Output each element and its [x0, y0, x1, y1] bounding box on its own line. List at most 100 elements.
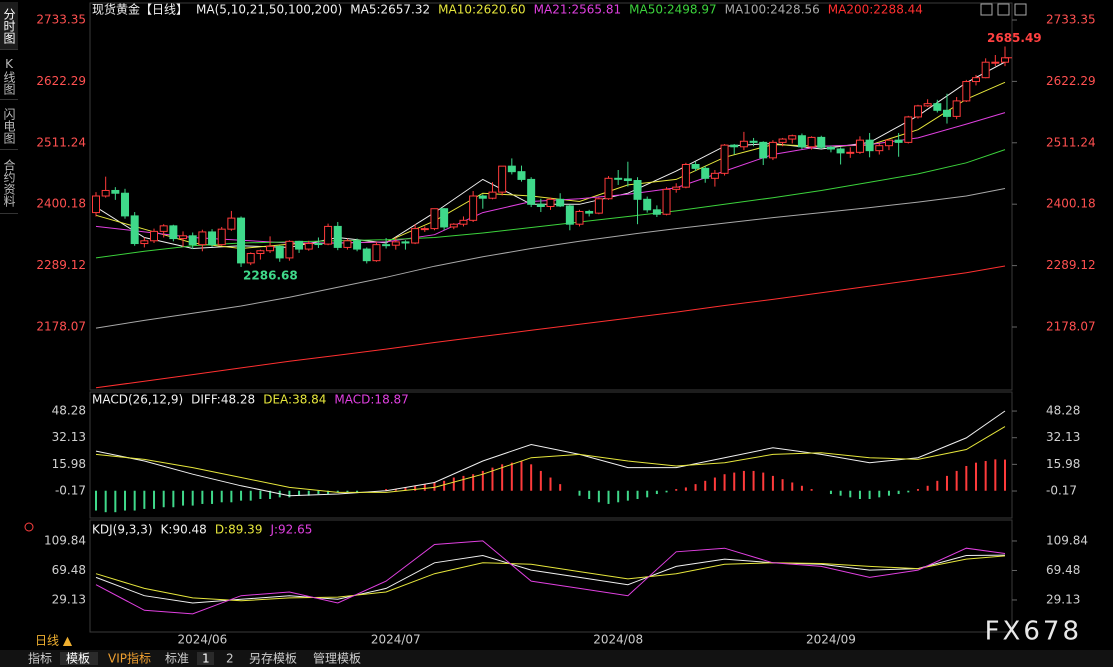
footer-tab[interactable]: 指标	[28, 651, 52, 666]
toolbar-icons[interactable]	[980, 3, 1027, 16]
candle-body	[546, 198, 555, 208]
candle-body	[710, 172, 719, 179]
macd-bar	[945, 475, 948, 491]
footer-tab[interactable]: 标准	[165, 652, 189, 666]
candle-body	[662, 188, 671, 215]
macd-bar	[143, 490, 146, 509]
period-label[interactable]: 日线 ▲	[35, 634, 73, 648]
macd-bar	[916, 489, 919, 491]
macd-bar	[501, 464, 504, 491]
candle-body	[933, 103, 942, 111]
macd-bar	[298, 490, 301, 496]
macd-bar	[104, 490, 107, 513]
footer-tab[interactable]: VIP指标	[108, 651, 151, 666]
candle-body	[826, 146, 835, 150]
candle-body	[159, 225, 168, 232]
candle-body	[788, 135, 797, 140]
legend-item: DEA:38.84	[263, 393, 326, 407]
macd-bar	[771, 475, 774, 491]
macd-bar	[810, 489, 813, 491]
macd-bar	[559, 484, 562, 491]
candle-body	[430, 208, 439, 230]
macd-bar	[723, 474, 726, 491]
candle-body	[488, 191, 497, 199]
legend-item: MA10:2620.60	[438, 3, 526, 17]
y-tick-label: 69.48	[52, 563, 86, 577]
macd-bar	[327, 490, 330, 495]
macd-bar	[607, 490, 610, 504]
macd-bar	[626, 490, 629, 501]
footer-tab[interactable]: 2	[226, 652, 234, 666]
candle-body	[962, 81, 971, 102]
candle-body	[836, 148, 845, 154]
candle-body	[179, 235, 188, 240]
macd-bar	[704, 480, 707, 491]
macd-bar	[936, 480, 939, 491]
y-tick-label: 2511.24	[36, 135, 86, 149]
macd-bar	[800, 485, 803, 491]
side-tab[interactable]: 分时图	[0, 2, 18, 50]
macd-bar	[549, 477, 552, 491]
y-tick-label: -0.17	[1046, 484, 1077, 498]
side-tab[interactable]: 合约资料	[0, 152, 18, 214]
y-tick-label: 2178.07	[36, 319, 86, 333]
candle-body	[681, 163, 690, 188]
candle-body	[817, 136, 826, 148]
macd-bar	[1004, 459, 1006, 491]
macd-bar	[404, 487, 407, 491]
y-tick-label: 2289.12	[1046, 258, 1096, 272]
macd-bar	[965, 465, 968, 491]
candle-body	[246, 252, 255, 264]
footer-tab[interactable]: 另存模板	[249, 652, 297, 666]
candle-body	[768, 141, 777, 159]
macd-bar	[829, 490, 832, 495]
candle-body	[324, 225, 333, 245]
candle-body	[237, 217, 246, 264]
macd-bar	[182, 490, 185, 506]
y-tick-label: 2400.18	[1046, 197, 1096, 211]
macd-bar	[201, 490, 204, 504]
candle-body	[604, 177, 613, 200]
candle-body	[111, 189, 120, 194]
footer-tab[interactable]: 模板	[66, 652, 90, 666]
side-tab[interactable]: K线图	[0, 52, 18, 100]
side-tab[interactable]: 闪电图	[0, 102, 18, 150]
macd-bar	[259, 490, 262, 499]
candle-body	[652, 209, 661, 215]
candle-body	[865, 139, 874, 152]
icon[interactable]	[1014, 3, 1027, 16]
y-tick-label: 48.28	[52, 404, 86, 418]
macd-bar	[858, 490, 861, 499]
footer-tab[interactable]: 管理模板	[313, 651, 361, 666]
legend-item: KDJ(9,3,3)	[92, 523, 153, 537]
candle-body	[952, 100, 961, 117]
icon[interactable]	[997, 3, 1010, 16]
macd-bar	[510, 462, 513, 491]
macd-bar	[588, 490, 591, 499]
y-tick-label: -0.17	[55, 484, 86, 498]
footer-tab[interactable]: 1	[202, 652, 210, 666]
indicator-line	[95, 410, 1006, 497]
candle-body	[227, 217, 236, 230]
y-tick-label: 2733.35	[1046, 12, 1096, 26]
macd-bar	[220, 490, 223, 503]
macd-bar	[791, 482, 794, 491]
candle-body	[150, 230, 159, 242]
icon[interactable]	[980, 3, 993, 16]
legend-item: MA21:2565.81	[534, 3, 622, 17]
candle-body	[904, 116, 913, 143]
x-tick-label: 2024/07	[371, 633, 421, 647]
kdj-icon[interactable]	[24, 522, 34, 532]
candle-body	[121, 192, 130, 217]
candle-body	[333, 225, 342, 248]
macd-bar	[897, 490, 900, 495]
candle-body	[749, 140, 758, 143]
y-tick-label: 29.13	[1046, 592, 1080, 606]
panel-frame	[89, 391, 1013, 519]
candle-body	[92, 195, 100, 214]
macd-bar	[346, 490, 349, 493]
macd-bar	[114, 490, 117, 513]
legend-item: MA(5,10,21,50,100,200)	[196, 3, 342, 17]
